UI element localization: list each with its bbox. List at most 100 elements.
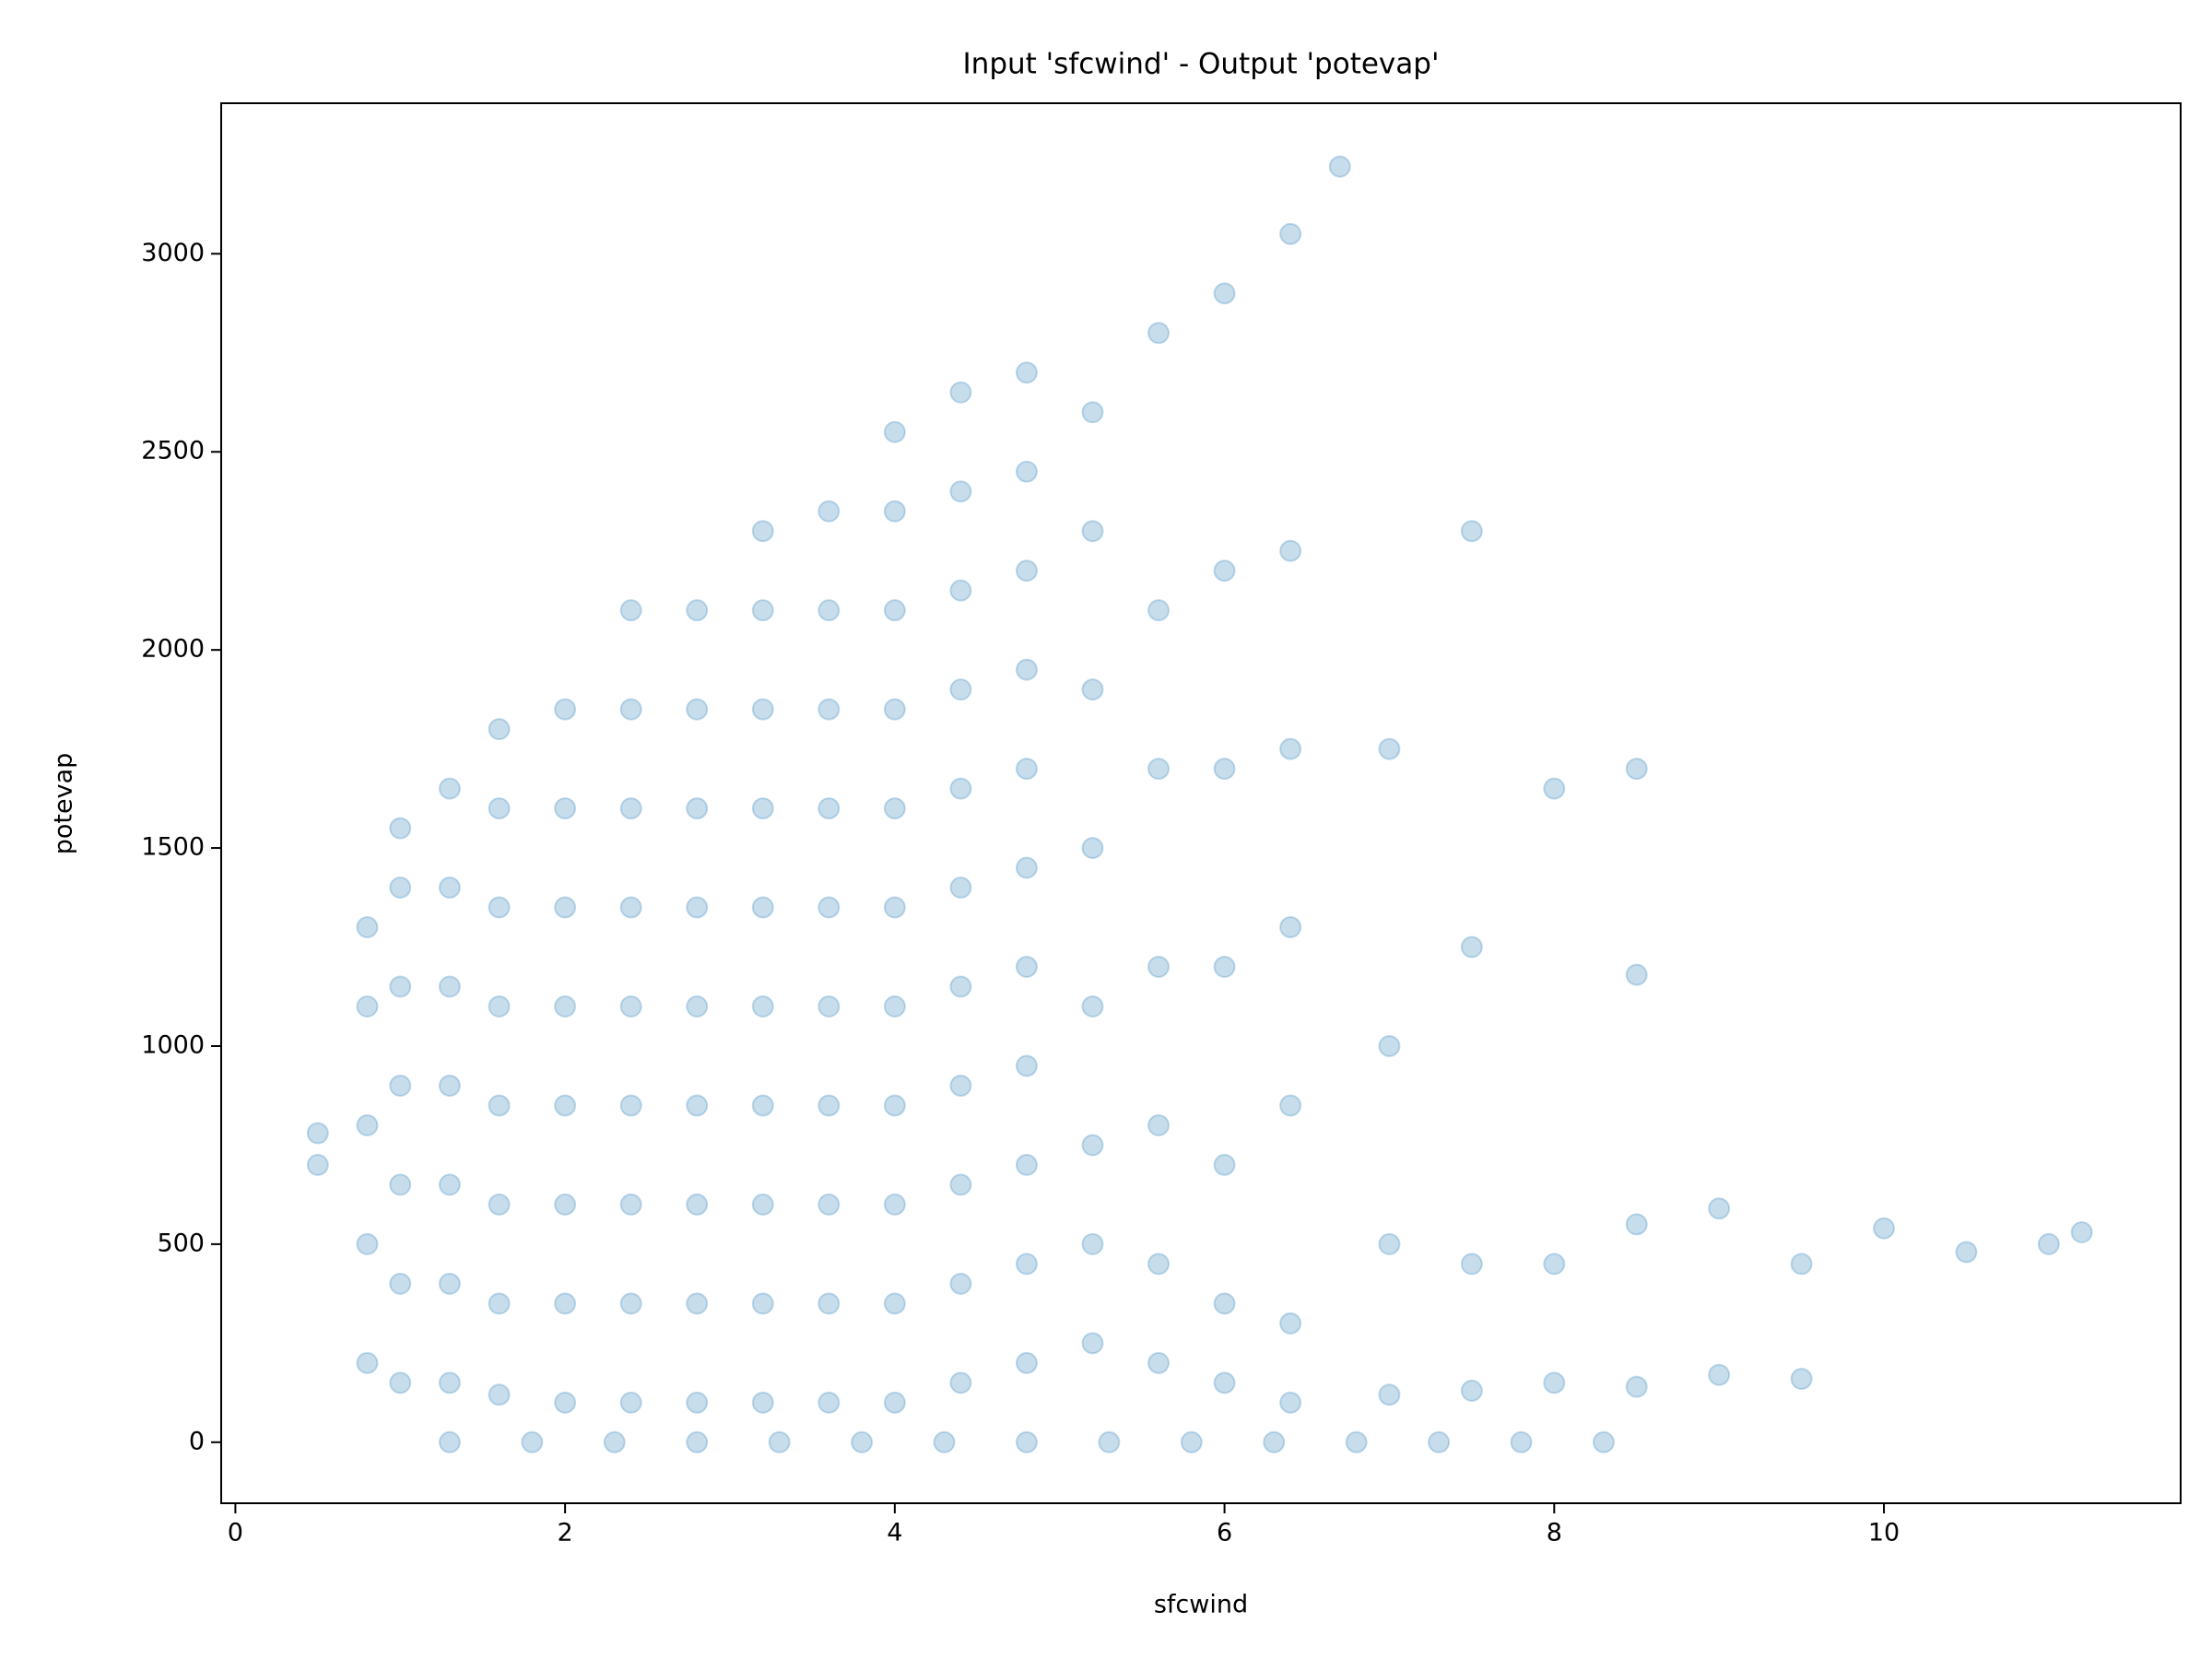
point (438, 1430, 461, 1453)
point (883, 599, 906, 622)
point (356, 1232, 379, 1255)
point (554, 1292, 577, 1315)
point (1790, 1368, 1813, 1391)
point (751, 1094, 774, 1117)
point (438, 877, 461, 900)
point (1510, 1430, 1533, 1453)
point (949, 480, 972, 503)
point (356, 1113, 379, 1136)
point (883, 420, 906, 443)
point (488, 797, 511, 820)
point (306, 1122, 329, 1145)
point (1147, 1351, 1171, 1374)
point (883, 1193, 906, 1216)
point (389, 1173, 412, 1196)
point (1543, 1371, 1566, 1394)
point (818, 500, 841, 523)
y-tick-label: 1000 (141, 1030, 205, 1059)
point (1460, 935, 1483, 959)
point (356, 1351, 379, 1374)
point (521, 1430, 544, 1453)
point (686, 1193, 709, 1216)
point (438, 975, 461, 998)
point (1625, 1375, 1648, 1398)
point (1279, 1391, 1302, 1414)
point (949, 777, 972, 800)
point (619, 995, 642, 1018)
point (1213, 559, 1236, 582)
point (1955, 1241, 1978, 1264)
point (751, 1292, 774, 1315)
point (883, 1094, 906, 1117)
point (389, 1074, 412, 1097)
point (818, 599, 841, 622)
point (619, 599, 642, 622)
point (1592, 1430, 1615, 1453)
point (619, 1292, 642, 1315)
point (1015, 956, 1038, 979)
point (1263, 1430, 1286, 1453)
point (1015, 559, 1038, 582)
point (818, 1391, 841, 1414)
point (1279, 1094, 1302, 1117)
x-tick-label: 6 (1217, 1519, 1232, 1547)
point (883, 896, 906, 919)
point (619, 1193, 642, 1216)
point (1790, 1253, 1813, 1276)
x-tick-label: 8 (1547, 1519, 1562, 1547)
y-tick-label: 0 (189, 1427, 205, 1455)
point (1625, 1213, 1648, 1236)
point (1015, 460, 1038, 483)
point (554, 1094, 577, 1117)
point (1378, 1034, 1401, 1057)
point (1279, 539, 1302, 562)
point (1147, 956, 1171, 979)
point (768, 1430, 791, 1453)
point (949, 579, 972, 602)
point (619, 896, 642, 919)
point (751, 896, 774, 919)
point (818, 797, 841, 820)
point (1213, 1153, 1236, 1176)
point (1460, 1253, 1483, 1276)
point (949, 975, 972, 998)
y-tick-label: 2500 (141, 437, 205, 465)
y-tick-label: 500 (157, 1229, 205, 1257)
point (438, 777, 461, 800)
point (933, 1430, 956, 1453)
point (686, 896, 709, 919)
point (554, 1193, 577, 1216)
point (1543, 1253, 1566, 1276)
point (751, 698, 774, 721)
point (1378, 1232, 1401, 1255)
point (1708, 1197, 1731, 1220)
point (949, 678, 972, 701)
point (1625, 758, 1648, 781)
point (1015, 1153, 1038, 1176)
point (1015, 658, 1038, 681)
point (1873, 1217, 1896, 1240)
point (883, 698, 906, 721)
y-axis-label: potevap (50, 753, 78, 855)
point (438, 1074, 461, 1097)
point (1081, 678, 1104, 701)
point (949, 1173, 972, 1196)
point (1147, 322, 1171, 345)
point (1081, 1232, 1104, 1255)
point (949, 1272, 972, 1295)
point (356, 916, 379, 939)
point (554, 698, 577, 721)
point (1543, 777, 1566, 800)
x-tick-label: 4 (887, 1519, 902, 1547)
point (1147, 1253, 1171, 1276)
point (1328, 155, 1351, 178)
point (751, 520, 774, 543)
point (686, 1292, 709, 1315)
point (1708, 1363, 1731, 1386)
point (389, 975, 412, 998)
point (619, 1391, 642, 1414)
point (1147, 758, 1171, 781)
